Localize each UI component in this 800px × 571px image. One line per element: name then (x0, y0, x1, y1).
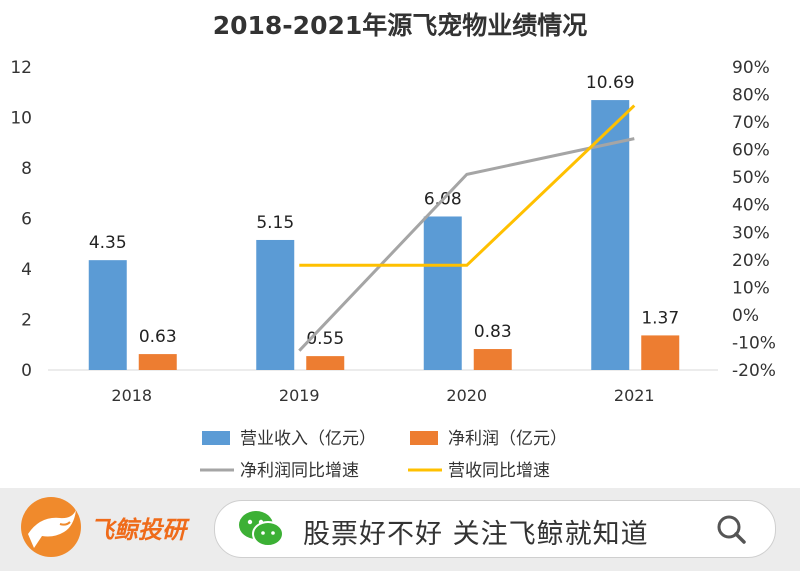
y-right-tick-label: 80% (732, 86, 770, 106)
legend-label: 净利润（亿元） (448, 429, 567, 449)
wechat-icon (239, 511, 284, 547)
chart-title: 2018-2021年源飞宠物业绩情况 (213, 11, 588, 40)
y-right-tick-label: -20% (732, 361, 776, 381)
y-left-tick-label: 8 (21, 159, 32, 179)
y-right-tick-label: -10% (732, 333, 776, 353)
bar (473, 349, 512, 370)
bar-data-label: 4.35 (89, 233, 127, 253)
y-right-tick-label: 10% (732, 278, 770, 298)
bar-data-label: 1.37 (641, 308, 679, 328)
whale-logo-icon (21, 497, 81, 557)
x-tick-label: 2021 (614, 386, 655, 405)
y-right-tick-label: 90% (732, 58, 770, 78)
x-tick-label: 2018 (111, 386, 152, 405)
legend-label: 净利润同比增速 (240, 461, 359, 481)
y-left-tick-label: 10 (10, 109, 32, 129)
bar-data-label: 5.15 (256, 213, 294, 233)
legend-label: 营收同比增速 (448, 461, 550, 481)
bar-data-label: 10.69 (586, 73, 635, 93)
legend-swatch (202, 431, 230, 445)
y-left-tick-label: 4 (21, 260, 32, 280)
bar (306, 356, 345, 370)
y-left-tick-label: 12 (10, 58, 32, 78)
search-text: 股票好不好 关注飞鲸就知道 (303, 519, 649, 550)
bar-data-label: 0.63 (139, 327, 177, 347)
y-right-tick-label: 40% (732, 196, 770, 216)
footer-banner: 飞鲸投研 股票好不好 关注飞鲸就知道 (0, 488, 800, 571)
bar (641, 335, 680, 370)
x-tick-label: 2020 (446, 386, 487, 405)
bar (88, 260, 127, 370)
y-right-tick-label: 70% (732, 113, 770, 133)
brand-name: 飞鲸投研 (90, 516, 186, 544)
bar-data-label: 0.83 (474, 322, 512, 342)
y-right-tick-label: 0% (732, 306, 759, 326)
chart-svg: 2018-2021年源飞宠物业绩情况 0 2 4 6 8 10 12 -20% -10% 0% 10%… (10, 11, 776, 481)
bar (423, 216, 462, 370)
series-line (299, 104, 636, 267)
y-left-tick-label: 0 (21, 361, 32, 381)
legend-label: 营业收入（亿元） (240, 429, 376, 449)
legend-swatch (410, 431, 438, 445)
y-left-tick-label: 2 (21, 311, 32, 331)
chart-area: 2018-2021年源飞宠物业绩情况 0 2 4 6 8 10 12 -20% -10% 0% 10%… (10, 11, 776, 481)
y-right-tick-label: 60% (732, 141, 770, 161)
x-tick-label: 2019 (279, 386, 320, 405)
y-right-tick-label: 30% (732, 223, 770, 243)
y-left-tick-label: 6 (21, 210, 32, 230)
y-right-tick-label: 50% (732, 168, 770, 188)
y-right-tick-label: 20% (732, 251, 770, 271)
series-line (298, 137, 635, 352)
search-icon[interactable] (715, 513, 747, 545)
search-box[interactable]: 股票好不好 关注飞鲸就知道 (214, 500, 776, 558)
bar (256, 239, 295, 370)
bar (138, 354, 177, 370)
